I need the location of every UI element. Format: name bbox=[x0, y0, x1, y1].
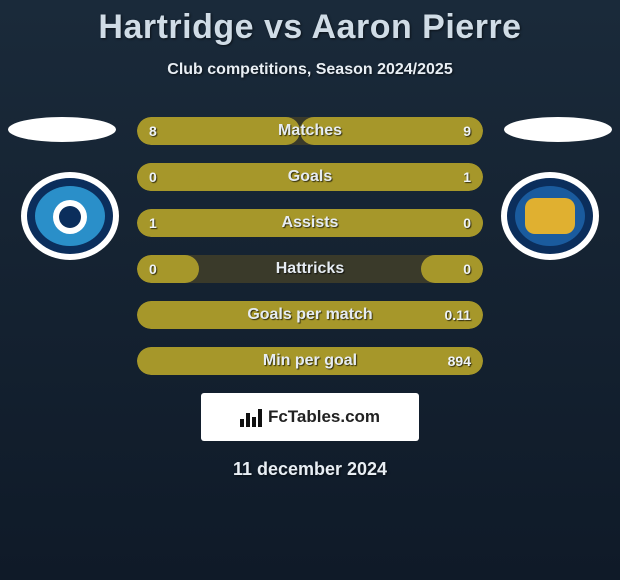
stat-value-right: 1 bbox=[463, 163, 471, 191]
player-left-photo bbox=[8, 117, 116, 142]
stat-label: Matches bbox=[137, 117, 483, 145]
stat-label: Goals bbox=[137, 163, 483, 191]
crest-icon bbox=[525, 198, 575, 234]
source-label: FcTables.com bbox=[268, 407, 380, 427]
club-logo-left bbox=[21, 172, 119, 260]
barchart-icon bbox=[240, 407, 262, 427]
stat-value-left: 8 bbox=[149, 117, 157, 145]
stat-value-right: 9 bbox=[463, 117, 471, 145]
stat-row: Hattricks0 0 bbox=[137, 255, 483, 283]
stat-row: Min per goal894 bbox=[137, 347, 483, 375]
stat-row: Matches8 9 bbox=[137, 117, 483, 145]
stat-value-right: 0 bbox=[463, 209, 471, 237]
page-title: Hartridge vs Aaron Pierre bbox=[0, 0, 620, 47]
stat-row: Assists1 0 bbox=[137, 209, 483, 237]
stat-value-right: 0.11 bbox=[445, 301, 471, 329]
stat-value-right: 894 bbox=[448, 347, 471, 375]
club-logo-right bbox=[501, 172, 599, 260]
stat-value-left: 0 bbox=[149, 163, 157, 191]
stat-label: Assists bbox=[137, 209, 483, 237]
source-badge[interactable]: FcTables.com bbox=[201, 393, 419, 441]
stat-label: Goals per match bbox=[137, 301, 483, 329]
comparison-panel: Matches89Goals01Assists10Hattricks00Goal… bbox=[0, 117, 620, 480]
stat-value-left: 0 bbox=[149, 255, 157, 283]
stat-label: Hattricks bbox=[137, 255, 483, 283]
subtitle: Club competitions, Season 2024/2025 bbox=[0, 61, 620, 79]
swan-icon bbox=[53, 200, 87, 234]
date-label: 11 december 2024 bbox=[0, 459, 620, 480]
stat-row: Goals per match0.11 bbox=[137, 301, 483, 329]
stat-value-right: 0 bbox=[463, 255, 471, 283]
stat-row: Goals0 1 bbox=[137, 163, 483, 191]
player-right-photo bbox=[504, 117, 612, 142]
stat-rows: Matches89Goals01Assists10Hattricks00Goal… bbox=[137, 117, 483, 375]
stat-label: Min per goal bbox=[137, 347, 483, 375]
stat-value-left: 1 bbox=[149, 209, 157, 237]
